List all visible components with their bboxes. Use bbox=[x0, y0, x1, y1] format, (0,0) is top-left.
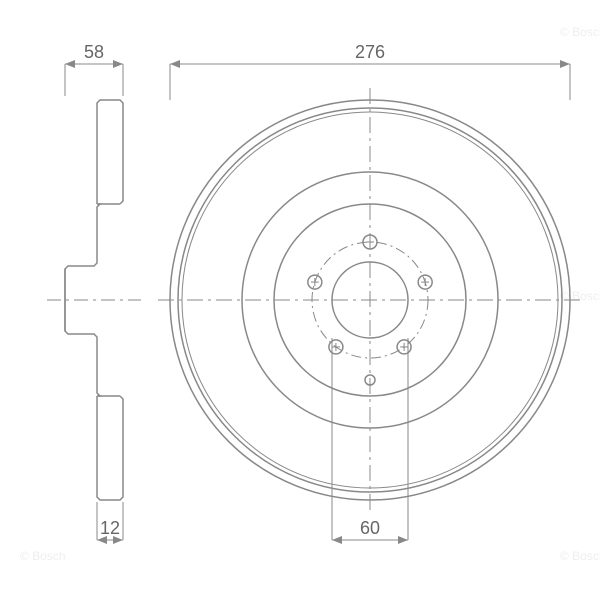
dim-60: 60 bbox=[360, 518, 380, 538]
watermark: © Bosch bbox=[560, 25, 600, 39]
side-hat-outline bbox=[65, 204, 100, 300]
dim-276: 276 bbox=[355, 42, 385, 62]
dim-12: 12 bbox=[100, 518, 120, 538]
side-hat-outline bbox=[65, 300, 100, 396]
watermark: © Bosch bbox=[20, 549, 66, 563]
watermark: © Bosch bbox=[560, 549, 600, 563]
watermark: © Bosch bbox=[560, 289, 600, 303]
side-friction-outline bbox=[97, 396, 123, 500]
side-friction-outline bbox=[97, 100, 123, 204]
dim-58: 58 bbox=[84, 42, 104, 62]
